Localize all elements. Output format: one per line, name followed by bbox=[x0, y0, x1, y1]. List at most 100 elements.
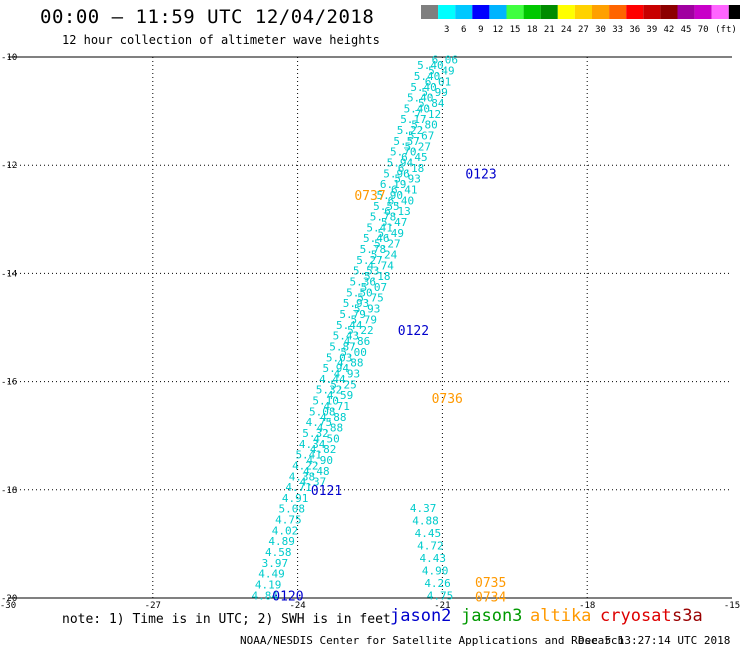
data-point-label: 4.86 bbox=[344, 335, 371, 348]
data-point-label: 5.46 bbox=[363, 232, 390, 245]
colorbar-label: 42 bbox=[664, 25, 675, 35]
data-point-label: 4.75 bbox=[275, 514, 302, 527]
data-point-label: 4.02 bbox=[272, 524, 299, 537]
data-point-label: 4.58 bbox=[265, 546, 292, 559]
data-point-label: 5.93 bbox=[343, 297, 370, 310]
legend-item-cryosat: cryosat bbox=[600, 606, 672, 626]
legend-item-s3a: s3a bbox=[672, 606, 703, 626]
x-tick-label: -24 bbox=[289, 601, 305, 611]
time-annotation: 0120 bbox=[272, 589, 303, 604]
data-point-label: 5.70 bbox=[390, 146, 417, 159]
page-title: 00:00 – 11:59 UTC 12/04/2018 bbox=[40, 6, 375, 28]
data-point-label: 6.40 bbox=[388, 194, 415, 207]
data-point-label: 5.53 bbox=[353, 265, 380, 278]
data-point-label: 5.99 bbox=[421, 86, 448, 99]
time-annotation: 0121 bbox=[311, 484, 342, 499]
colorbar-unit: (ft) bbox=[715, 25, 737, 35]
data-point-label: 4.34 bbox=[299, 438, 326, 451]
data-point-label: 5.32 bbox=[316, 384, 343, 397]
data-point-label: 5.25 bbox=[330, 378, 357, 391]
time-annotation: 0737 bbox=[354, 189, 385, 204]
footer-note: note: 1) Time is in UTC; 2) SWH is in fe… bbox=[62, 612, 391, 627]
data-point-label: 4.38 bbox=[289, 470, 316, 483]
data-point-label: 5.79 bbox=[339, 308, 366, 321]
y-tick-label: -18 bbox=[1, 486, 17, 496]
colorbar-label: 27 bbox=[578, 25, 589, 35]
data-point-label: 5.96 bbox=[383, 167, 410, 180]
data-point-label: 5.57 bbox=[393, 135, 420, 148]
data-point-label: 4.75 bbox=[306, 416, 333, 429]
data-point-label: 4.26 bbox=[424, 577, 451, 590]
data-point-label: 6.18 bbox=[398, 162, 425, 175]
colorbar-label: 33 bbox=[612, 25, 623, 35]
data-point-label: 4.71 bbox=[323, 400, 350, 413]
data-point-label: 5.40 bbox=[414, 70, 441, 83]
data-point-label: 5.18 bbox=[364, 270, 391, 283]
y-tick-label: -12 bbox=[1, 161, 17, 171]
colorbar-swatch bbox=[626, 5, 644, 19]
colorbar-label: 24 bbox=[561, 25, 572, 35]
colorbar-swatch bbox=[421, 5, 439, 19]
data-point-label: 4.44 bbox=[319, 373, 346, 386]
colorbar-label: 9 bbox=[478, 25, 483, 35]
data-point-label: 5.49 bbox=[428, 65, 455, 78]
data-point-label: 4.19 bbox=[255, 578, 282, 591]
colorbar-swatch bbox=[609, 5, 627, 19]
data-point-label: 4.74 bbox=[367, 259, 394, 272]
colorbar-swatch bbox=[711, 5, 729, 19]
colorbar-swatch bbox=[574, 5, 592, 19]
data-point-label: 5.43 bbox=[333, 330, 360, 343]
data-point-label: 4.89 bbox=[268, 535, 295, 548]
data-point-label: 4.88 bbox=[320, 411, 347, 424]
data-point-label: 5.93 bbox=[394, 173, 421, 186]
data-point-label: 5.93 bbox=[354, 303, 381, 316]
data-point-label: 4.75 bbox=[427, 589, 454, 602]
x-tick-label: -21 bbox=[434, 601, 450, 611]
data-point-label: 5.27 bbox=[405, 140, 432, 153]
data-point-label: 5.27 bbox=[374, 238, 401, 251]
colorbar-label: 70 bbox=[698, 25, 709, 35]
colorbar-swatch bbox=[455, 5, 473, 19]
colorbar-label: 30 bbox=[595, 25, 606, 35]
colorbar-label: 6 bbox=[461, 25, 466, 35]
colorbar-label: 39 bbox=[646, 25, 657, 35]
data-point-label: 5.17 bbox=[400, 113, 427, 126]
data-point-label: 5.78 bbox=[360, 243, 387, 256]
data-point-label: 5.94 bbox=[322, 362, 349, 375]
data-point-label: 5.90 bbox=[377, 189, 404, 202]
data-point-label: 5.55 bbox=[373, 200, 400, 213]
colorbar-swatch bbox=[592, 5, 610, 19]
data-point-label: 6.13 bbox=[384, 205, 411, 218]
data-point-label: 5.50 bbox=[346, 286, 373, 299]
x-tick-label: -30 bbox=[0, 601, 16, 611]
data-point-label: 5.08 bbox=[279, 503, 306, 516]
colorbar-swatch bbox=[728, 5, 740, 19]
data-point-label: 6.41 bbox=[391, 184, 418, 197]
data-point-label: 5.94 bbox=[387, 156, 414, 169]
data-point-label: 4.43 bbox=[419, 552, 446, 565]
data-point-label: 5.47 bbox=[381, 216, 408, 229]
data-point-label: 5.40 bbox=[410, 81, 437, 94]
colorbar-swatch bbox=[523, 5, 541, 19]
data-point-label: 5.03 bbox=[326, 351, 353, 364]
data-point-label: 4.72 bbox=[417, 540, 444, 553]
data-point-label: 4.22 bbox=[292, 459, 319, 472]
colorbar-label: 45 bbox=[681, 25, 692, 35]
data-point-label: 5.08 bbox=[309, 405, 336, 418]
data-point-label: 5.41 bbox=[295, 449, 322, 462]
colorbar-label: 12 bbox=[493, 25, 504, 35]
footer-timestamp: Dec 5 13:27:14 UTC 2018 bbox=[578, 634, 731, 647]
footer-credit: NOAA/NESDIS Center for Satellite Applica… bbox=[240, 634, 625, 647]
data-point-label: 4.88 bbox=[412, 515, 439, 528]
data-point-label: 4.82 bbox=[310, 443, 337, 456]
data-point-label: 5.84 bbox=[418, 97, 445, 110]
colorbar-swatch bbox=[506, 5, 524, 19]
data-point-label: 4.91 bbox=[282, 492, 309, 505]
data-point-label: 5.22 bbox=[397, 124, 424, 137]
time-annotation: 0735 bbox=[475, 576, 506, 591]
data-point-label: 6.06 bbox=[432, 54, 459, 67]
data-point-label: 5.78 bbox=[370, 211, 397, 224]
data-point-label: 5.07 bbox=[361, 281, 388, 294]
colorbar-swatch bbox=[660, 5, 678, 19]
colorbar-label: 18 bbox=[527, 25, 538, 35]
